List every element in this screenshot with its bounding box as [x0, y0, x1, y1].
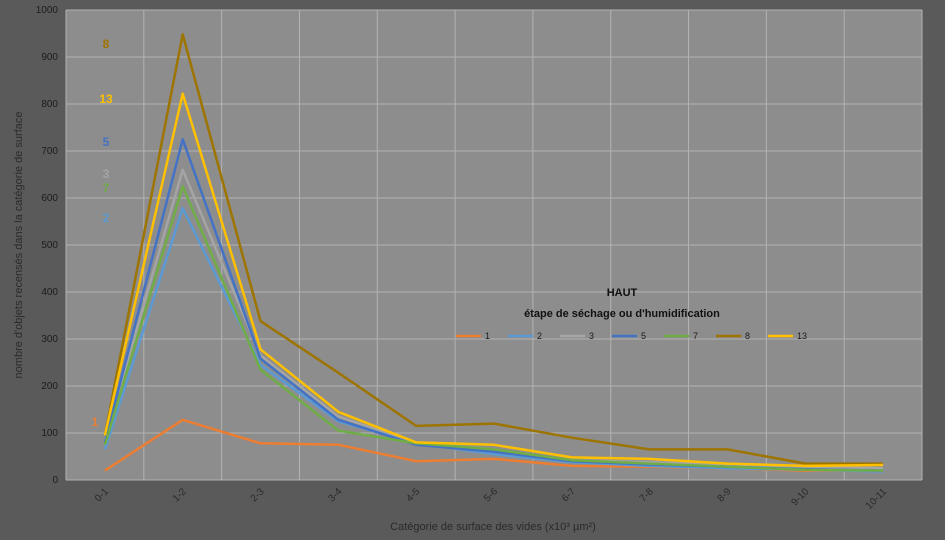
y-tick-label: 500 [41, 240, 58, 251]
legend-entry-7: 7 [693, 331, 698, 341]
legend: 1 2 3 5 7 8 13 [456, 331, 807, 341]
legend-subtitle: étape de séchage ou d'humidification [524, 308, 720, 320]
series-end-label-8: 8 [103, 37, 110, 51]
legend-entry-5: 5 [641, 331, 646, 341]
legend-entry-3: 3 [589, 331, 594, 341]
legend-title: HAUT [607, 287, 638, 299]
y-tick-label: 1000 [36, 5, 59, 16]
series-lines [103, 33, 884, 473]
y-tick-label: 200 [41, 381, 58, 392]
y-tick-label: 600 [41, 193, 58, 204]
y-tick-label: 800 [41, 99, 58, 110]
legend-entry-1: 1 [485, 331, 490, 341]
y-axis-title: nombre d'objets recensés dans la catégor… [13, 112, 25, 379]
legend-entry-13: 13 [797, 331, 807, 341]
x-axis-title: Catégorie de surface des vides (x10³ µm²… [390, 521, 596, 533]
series-end-label-13: 13 [99, 92, 113, 106]
legend-entry-2: 2 [537, 331, 542, 341]
y-tick-label: 300 [41, 334, 58, 345]
y-tick-label: 400 [41, 287, 58, 298]
y-axis-ticks: 0 100 200 300 400 500 600 700 800 900 1000 [36, 5, 59, 486]
series-end-label-1: 1 [92, 415, 99, 429]
y-tick-label: 700 [41, 146, 58, 157]
series-end-label-7: 7 [103, 181, 110, 195]
series-line-13 [103, 92, 884, 468]
series-labels: 1 2 3 5 7 8 13 [92, 37, 113, 429]
legend-entry-8: 8 [745, 331, 750, 341]
y-tick-label: 0 [52, 475, 58, 486]
series-line-7 [103, 185, 884, 472]
series-end-label-5: 5 [103, 135, 110, 149]
series-end-label-3: 3 [103, 167, 110, 181]
series-end-label-2: 2 [103, 211, 110, 225]
y-tick-label: 100 [41, 428, 58, 439]
series-line-8 [103, 33, 884, 465]
y-tick-label: 900 [41, 52, 58, 63]
